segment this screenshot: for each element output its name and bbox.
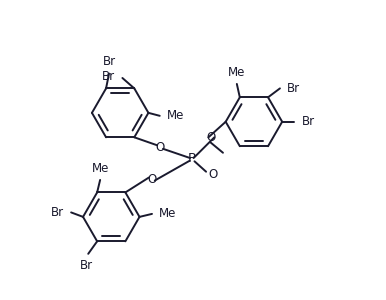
Text: Br: Br <box>287 82 300 95</box>
Text: Me: Me <box>166 109 184 122</box>
Text: O: O <box>207 131 216 144</box>
Text: Me: Me <box>159 207 176 220</box>
Text: O: O <box>156 140 165 154</box>
Text: O: O <box>147 172 156 185</box>
Text: Br: Br <box>102 55 115 68</box>
Text: Br: Br <box>301 115 315 128</box>
Text: Br: Br <box>51 206 64 219</box>
Text: P: P <box>188 152 196 165</box>
Text: Me: Me <box>91 162 109 175</box>
Text: Br: Br <box>80 259 93 272</box>
Text: Br: Br <box>102 70 115 83</box>
Text: Me: Me <box>228 66 245 79</box>
Text: O: O <box>208 168 218 181</box>
